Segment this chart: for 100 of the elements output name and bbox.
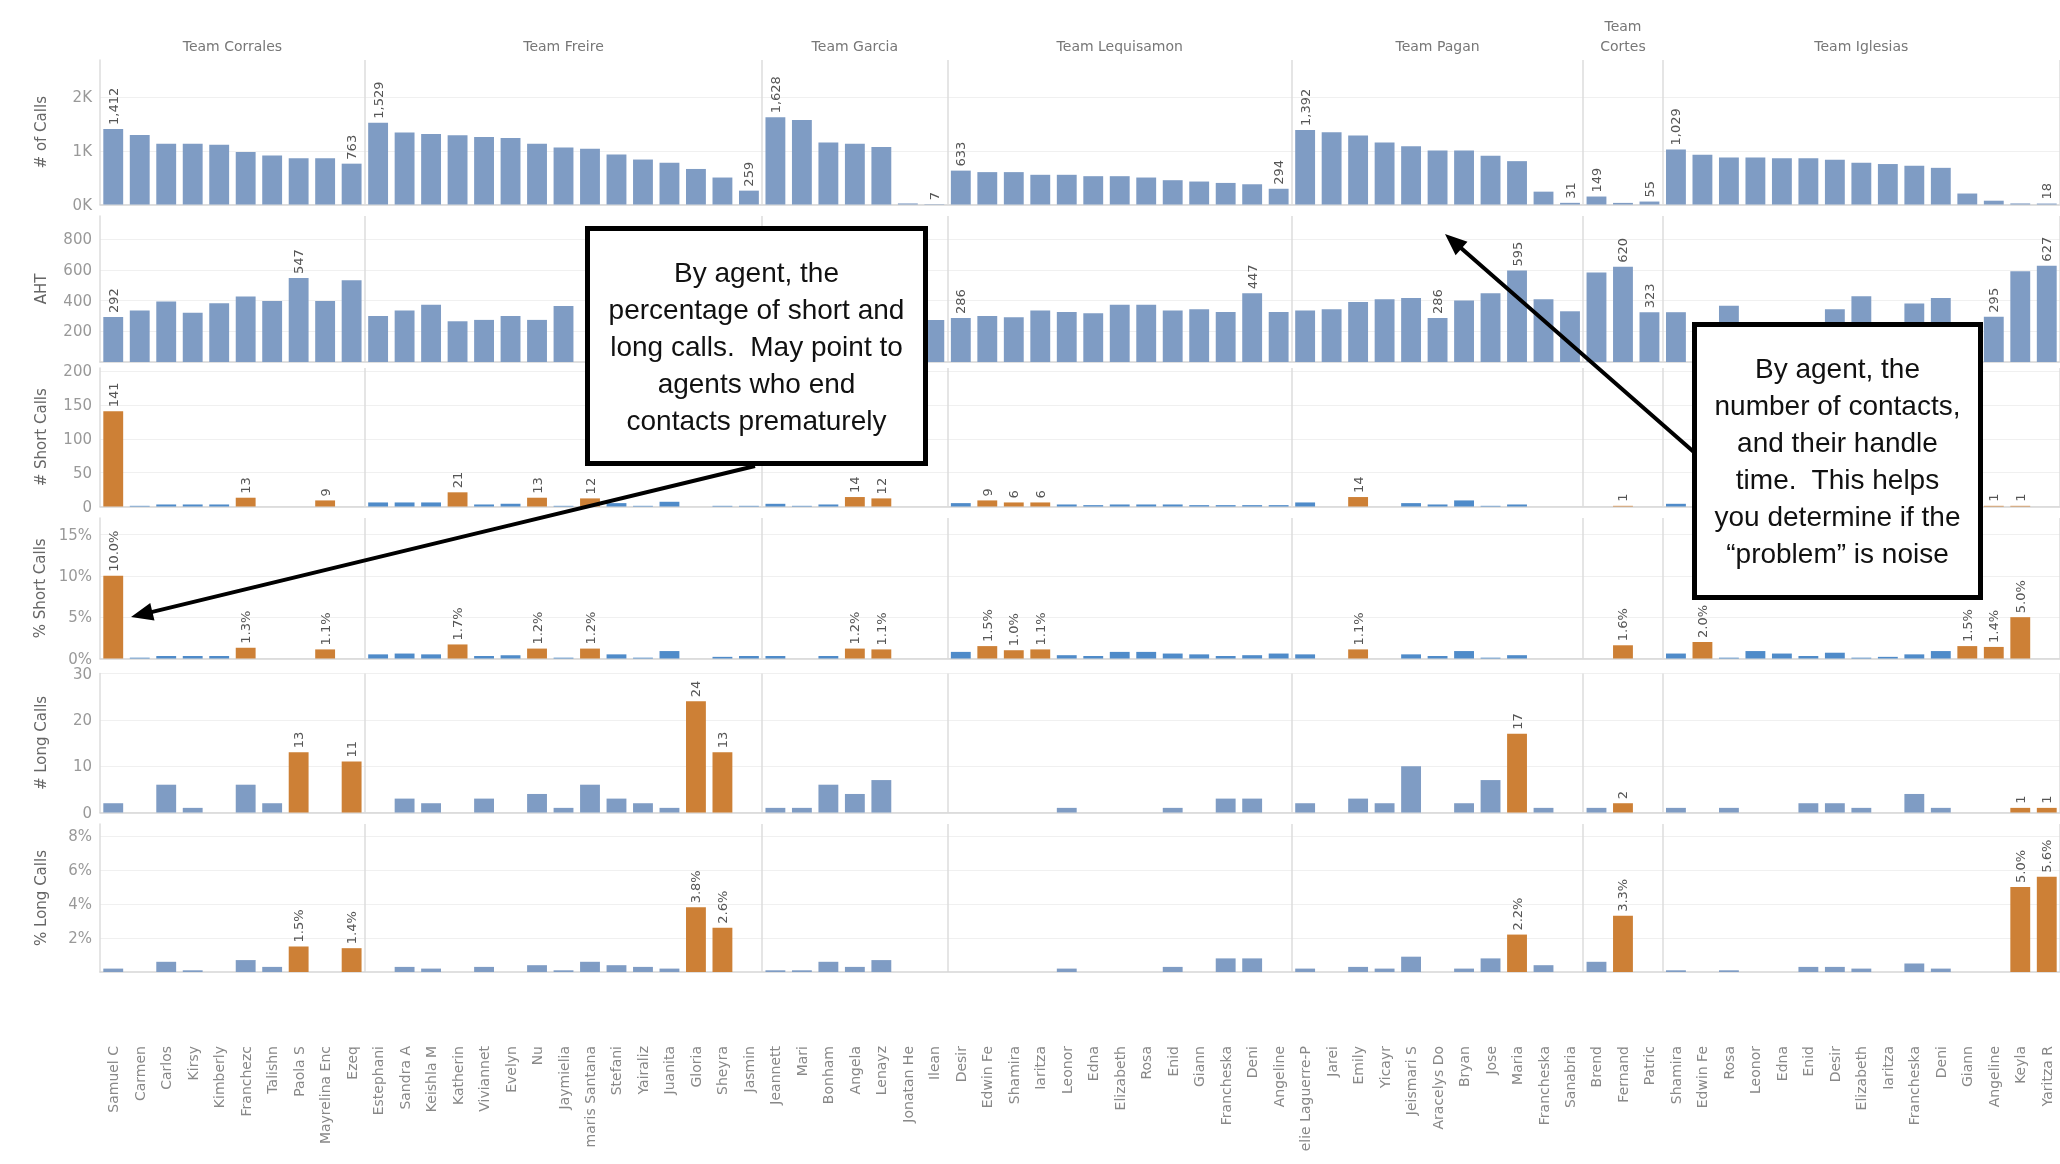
bar (977, 315, 998, 362)
data-label: 1,029 (1668, 108, 1684, 146)
bar (1427, 318, 1448, 362)
x-tick-label: Enid (1800, 1046, 1817, 1077)
x-tick-label: Edwin Fe (1694, 1046, 1711, 1109)
bar (1533, 965, 1554, 972)
bar (1242, 655, 1263, 659)
bar (712, 927, 733, 972)
bar (156, 504, 177, 507)
data-label: 13 (714, 731, 730, 749)
bar (1666, 653, 1686, 659)
bar (447, 321, 468, 362)
bar (1904, 165, 1925, 205)
callout-box: By agent, the percentage of short and long calls. May point to agents who end contacts prematurely (585, 226, 928, 466)
bar (1851, 162, 1872, 205)
bar (1109, 304, 1130, 362)
bar (1401, 654, 1422, 659)
bar (606, 965, 627, 972)
data-label: 1.7% (450, 607, 466, 641)
data-label: 1,628 (767, 76, 783, 114)
callout-box: By agent, the number of contacts, and their handle time. This helps you determine if the “problem” is noise (1692, 322, 1983, 600)
bar (527, 143, 547, 205)
bar (1666, 149, 1686, 205)
data-label: 1.5% (291, 909, 307, 943)
bar (1613, 645, 1633, 659)
data-label: 11 (344, 740, 360, 758)
bar (262, 300, 283, 362)
bar (659, 651, 680, 659)
x-tick-label: Ilean (926, 1046, 943, 1081)
bar (606, 654, 627, 659)
bar (1586, 961, 1607, 972)
bar (1957, 646, 1978, 659)
y-axis-title: % Long Calls (31, 849, 50, 946)
y-tick-label: 2K (72, 88, 94, 107)
bar (1374, 803, 1395, 813)
x-tick-label: Rosa (1720, 1046, 1737, 1080)
bar (871, 780, 892, 813)
bar (527, 319, 547, 362)
bar (1824, 966, 1845, 972)
bar (1851, 807, 1872, 813)
x-tick-label: Angeline (1270, 1046, 1287, 1108)
data-label: 31 (1562, 182, 1578, 199)
x-tick-label: Edna (1773, 1046, 1790, 1082)
bar (1189, 181, 1210, 205)
bar (1771, 653, 1792, 659)
bar (1321, 132, 1342, 205)
bar (1189, 309, 1210, 362)
bar (156, 656, 177, 659)
bar (1877, 164, 1898, 205)
bar (1507, 161, 1527, 205)
bar (1056, 174, 1077, 205)
bar (1454, 150, 1474, 205)
data-label: 1.1% (1350, 612, 1366, 646)
bar (1824, 159, 1845, 205)
data-label: 12 (873, 477, 889, 495)
data-label: 1 (2012, 795, 2028, 804)
x-tick-label: Keishla M (423, 1046, 440, 1113)
bar (659, 807, 680, 813)
x-tick-label: Jose (1482, 1046, 1499, 1076)
data-label: 13 (238, 477, 254, 494)
x-tick-label: Viviannet (476, 1045, 493, 1112)
x-tick-label: Angela (846, 1046, 863, 1095)
data-label: 1.5% (1959, 609, 1975, 643)
bar (791, 807, 812, 813)
bar (977, 646, 998, 659)
data-label: 13 (529, 477, 545, 494)
bar (1109, 651, 1130, 659)
data-label: 1.1% (1032, 612, 1048, 646)
data-label: 1.3% (238, 610, 254, 644)
data-label: 1 (2039, 795, 2055, 804)
bar (156, 301, 177, 362)
bar (580, 784, 600, 813)
bar (1639, 201, 1660, 205)
bar (474, 504, 494, 507)
bar (527, 793, 547, 813)
data-label: 9 (317, 488, 333, 497)
bar (1242, 293, 1263, 362)
data-label: 2.2% (1509, 897, 1525, 931)
data-label: 9 (979, 488, 995, 497)
data-label: 286 (1430, 289, 1446, 315)
data-label: 627 (2039, 236, 2055, 262)
bar (1295, 130, 1316, 205)
bar (1533, 191, 1554, 205)
x-tick-label: Francheska (1906, 1046, 1923, 1126)
bar (1454, 651, 1474, 659)
bar (818, 504, 839, 507)
bar (341, 948, 362, 972)
data-label: 6 (1032, 490, 1048, 499)
bar (1983, 646, 2004, 659)
y-axis-title: # Long Calls (31, 695, 50, 791)
text: Team Corrales (181, 37, 284, 56)
bar (1824, 803, 1845, 813)
bar (156, 143, 177, 205)
data-label: 6 (1006, 490, 1022, 499)
bar (1904, 654, 1925, 659)
x-tick-label: Elizabeth (1111, 1046, 1128, 1111)
data-label: 1 (2012, 493, 2028, 502)
bar (368, 502, 389, 507)
x-tick-label: Yicayr (1376, 1045, 1393, 1090)
bar (1401, 956, 1422, 972)
